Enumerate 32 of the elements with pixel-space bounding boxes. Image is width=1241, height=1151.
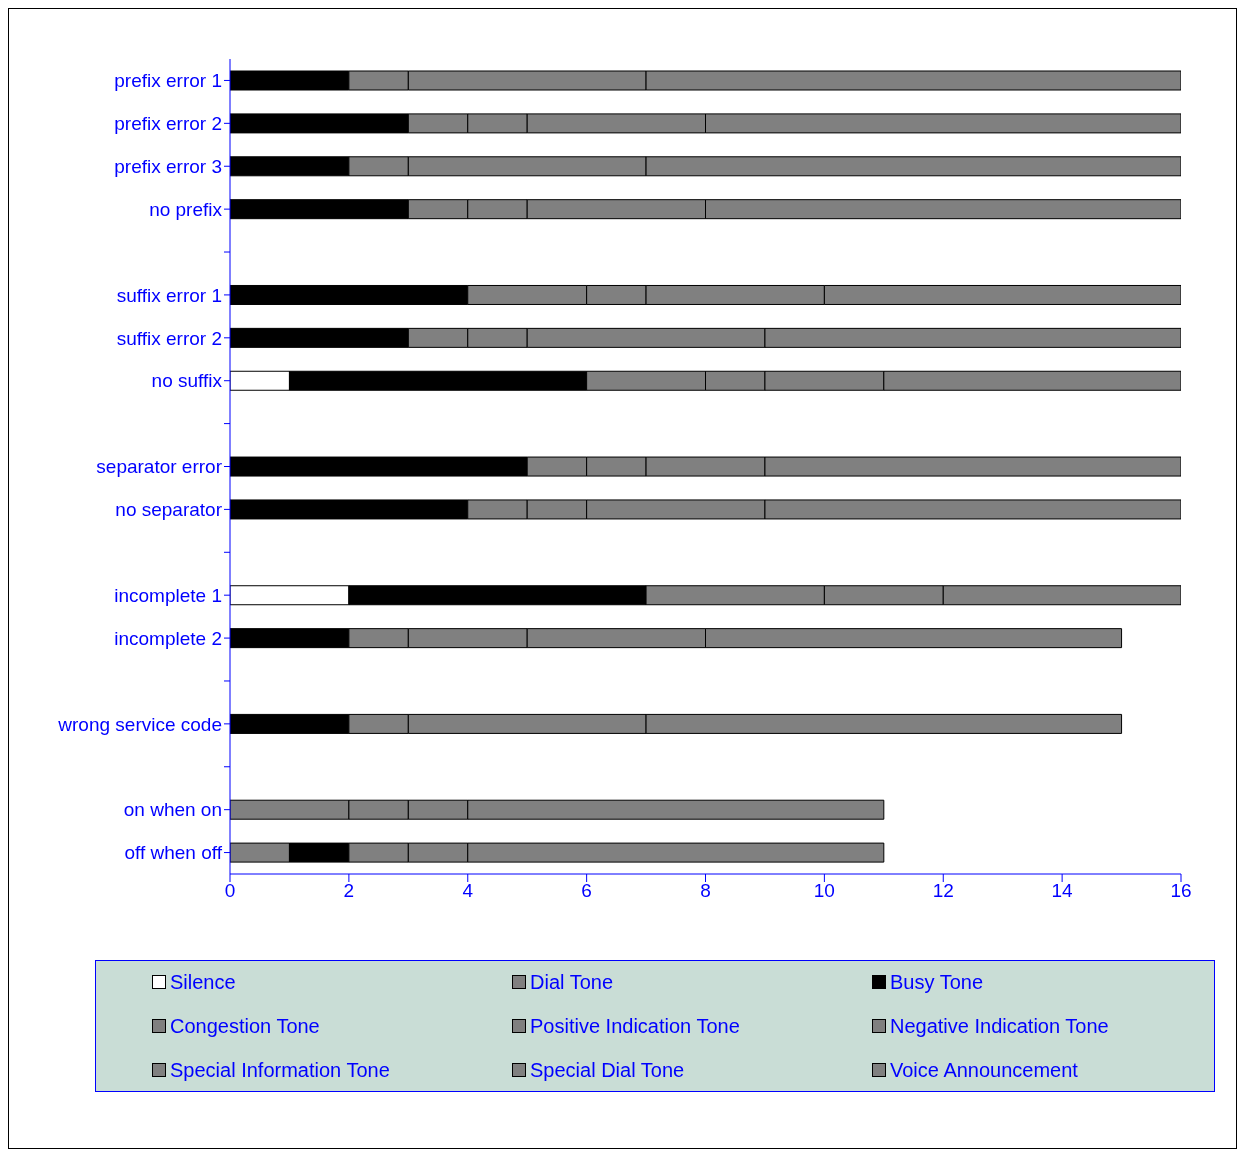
y-tick-label: no suffix (151, 370, 223, 392)
y-tick-label: suffix error 2 (116, 327, 222, 349)
legend-label: Dial Tone (530, 970, 614, 994)
legend-label: Congestion Tone (170, 1014, 320, 1038)
y-tick-label: off when off (124, 842, 223, 864)
x-tick-label: 0 (224, 880, 236, 902)
x-tick-label: 8 (700, 880, 711, 902)
legend-label: Positive Indication Tone (530, 1014, 740, 1038)
y-tick-label: wrong service code (57, 713, 222, 735)
legend-label: Special Information Tone (170, 1058, 390, 1082)
x-tick-label: 10 (813, 880, 835, 902)
legend-label: Voice Announcement (890, 1058, 1078, 1082)
y-tick-label: no prefix (149, 198, 223, 220)
x-tick-label: 14 (1051, 880, 1074, 902)
y-tick-label: no separator (115, 499, 223, 521)
x-tick-label: 12 (932, 880, 954, 902)
legend-label: Silence (170, 970, 236, 994)
y-tick-label: suffix error 1 (116, 284, 222, 306)
legend-label: Busy Tone (890, 970, 984, 994)
x-tick-label: 2 (343, 880, 355, 902)
y-tick-label: on when on (123, 799, 222, 821)
y-tick-label: prefix error 1 (114, 70, 222, 92)
y-tick-label: prefix error 3 (114, 155, 222, 177)
y-tick-label: prefix error 2 (114, 113, 222, 135)
legend-label: Negative Indication Tone (890, 1014, 1109, 1038)
y-tick-label: incomplete 2 (114, 627, 222, 649)
legend-label: Special Dial Tone (530, 1058, 685, 1082)
x-tick-label: 4 (462, 880, 474, 902)
x-tick-label: 16 (1170, 880, 1192, 902)
y-tick-label: separator error (96, 456, 223, 478)
x-tick-label: 6 (581, 880, 592, 902)
y-tick-label: incomplete 1 (114, 584, 222, 606)
